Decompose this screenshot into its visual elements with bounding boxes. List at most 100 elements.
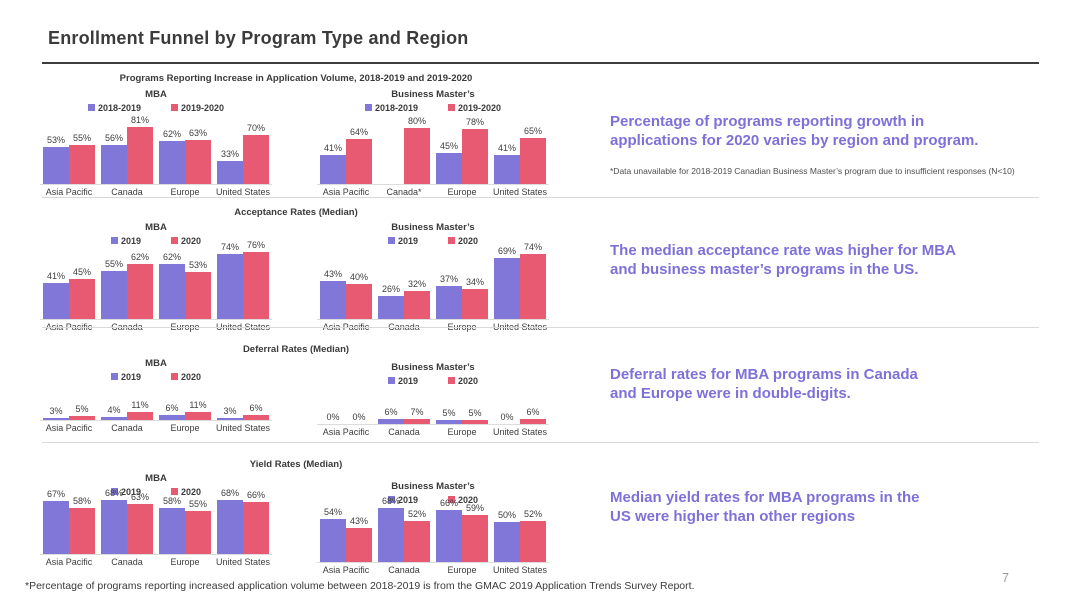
legend-label: 2019-2020: [458, 102, 502, 113]
bar-value-label: 65%: [523, 126, 542, 136]
annotation-text: The median acceptance rate was higher fo…: [610, 242, 956, 278]
bar-value-label: 55%: [188, 499, 207, 509]
bar-value-label: 74%: [523, 242, 542, 252]
bar: [520, 521, 546, 562]
bar: [462, 420, 488, 424]
bar: [69, 145, 95, 184]
legend-swatch-icon: [171, 373, 178, 380]
bar-value-label: 64%: [349, 127, 368, 137]
bar-chart-business-masters: Business Master’s 2019 2020 43% 40% 26% 32% 37%…: [317, 222, 549, 332]
bar-value-label: 74%: [220, 242, 239, 252]
section-title: Programs Reporting Increase in Applicati…: [119, 73, 473, 84]
chart-title: Business Master’s: [391, 362, 475, 373]
legend-label: 2019: [397, 494, 418, 505]
plot-area: 53% 55% 56% 81% 62% 63% 33% 70%: [40, 115, 272, 185]
bar: [378, 508, 404, 562]
bar-value-label: 66%: [439, 498, 458, 508]
chart-title: MBA: [145, 222, 167, 233]
bar-value-label: 11%: [189, 400, 207, 410]
category-label: Asia Pacific: [322, 427, 370, 437]
bar: [43, 501, 69, 554]
bar: [127, 412, 153, 420]
annotation-text: Deferral rates for MBA programs in Canad…: [610, 366, 918, 402]
legend-item: 2019: [387, 375, 418, 386]
legend-item: 2019: [110, 371, 141, 382]
bar: [43, 283, 69, 319]
bar-value-label: 0%: [326, 412, 340, 422]
bar-value-label: 56%: [104, 133, 123, 143]
bar: [243, 135, 269, 184]
bar-value-label: 53%: [188, 260, 207, 270]
category-label: Asia Pacific: [322, 187, 370, 197]
chart-row: Acceptance Rates (Median) MBA 2019 2020 41% 4…: [0, 198, 1080, 332]
bar: [159, 415, 185, 420]
section-title: Acceptance Rates (Median): [234, 207, 358, 218]
bar-value-label: 68%: [381, 496, 400, 506]
bar-value-label: 62%: [130, 252, 149, 262]
bar-chart-mba: MBA 2019 2020 67% 58% 68% 63% 58% 55% 68% 66% Asia …: [40, 473, 272, 567]
legend-label: 2019: [120, 486, 141, 497]
category-label: Canada: [111, 557, 143, 567]
bar: [346, 284, 372, 319]
bar: [159, 508, 185, 554]
bar-value-label: 63%: [188, 128, 207, 138]
chart-title: MBA: [145, 358, 167, 369]
bar: [185, 412, 211, 420]
bar-value-label: 0%: [500, 412, 514, 422]
legend-label: 2019: [397, 235, 418, 246]
legend-label: 2019: [120, 235, 141, 246]
legend-item: 2019: [110, 486, 141, 497]
bar: [101, 417, 127, 420]
bar-value-label: 6%: [384, 407, 398, 417]
bar-chart-mba: MBA 2019 2020 3% 5% 4% 11% 6% 11% 3% 6% Asia Pacifi…: [40, 358, 272, 433]
bar-value-label: 58%: [162, 496, 181, 506]
legend: 2018-2019 2019-2020: [40, 102, 272, 113]
bar-value-label: 59%: [465, 503, 484, 513]
bar-value-label: 53%: [46, 135, 65, 145]
bar: [494, 155, 520, 184]
category-label: Europe: [447, 187, 477, 197]
bar-value-label: 11%: [131, 400, 149, 410]
legend-label: 2020: [181, 235, 202, 246]
bar: [320, 281, 346, 319]
bar: [101, 500, 127, 554]
bar: [494, 258, 520, 319]
bar-value-label: 58%: [72, 496, 91, 506]
bar-value-label: 5%: [468, 408, 482, 418]
legend-label: 2020: [458, 375, 479, 386]
bar-value-label: 66%: [246, 490, 265, 500]
legend-item: 2018-2019: [364, 102, 418, 113]
category-label: Asia Pacific: [45, 187, 93, 197]
bar: [494, 522, 520, 562]
bar: [217, 161, 243, 184]
legend: 2018-2019 2019-2020: [317, 102, 549, 113]
bar: [320, 155, 346, 184]
legend-label: 2020: [181, 486, 202, 497]
chart-row: Yield Rates (Median) MBA 2019 2020 67% 58% 68%…: [0, 443, 1080, 575]
bar: [243, 252, 269, 319]
bar: [320, 519, 346, 562]
bar: [404, 291, 430, 319]
bar: [127, 504, 153, 554]
bar: [346, 528, 372, 562]
category-label: Canada: [388, 427, 420, 437]
bar-value-label: 80%: [407, 116, 426, 126]
bar-value-label: 68%: [104, 488, 123, 498]
bar-value-label: 62%: [162, 129, 181, 139]
bar: [243, 502, 269, 554]
bar: [185, 511, 211, 554]
legend-swatch-icon: [448, 496, 455, 503]
category-label: Europe: [170, 187, 200, 197]
bar: [436, 420, 462, 424]
legend-item: 2019-2020: [448, 102, 501, 113]
page-title: Enrollment Funnel by Program Type and Re…: [48, 28, 469, 49]
legend-swatch-icon: [448, 237, 455, 244]
bar: [404, 419, 430, 424]
chart-row: Deferral Rates (Median) MBA 2019 2020 3% 5% 4%…: [0, 328, 1080, 443]
bar: [185, 272, 211, 319]
legend-swatch-icon: [171, 237, 178, 244]
legend-swatch-icon: [448, 377, 455, 384]
bar-chart-mba: MBA 2019 2020 41% 45% 55% 62% 62% 53% 74% 76% Asia …: [40, 222, 272, 332]
plot-area: 54% 43% 68% 52% 66% 59% 50% 52%: [317, 496, 549, 563]
bar: [520, 419, 546, 424]
